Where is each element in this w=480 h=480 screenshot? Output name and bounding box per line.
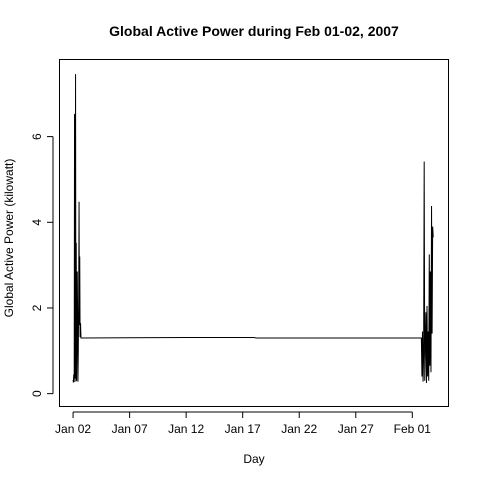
series-line bbox=[72, 74, 434, 383]
chart-title: Global Active Power during Feb 01-02, 20… bbox=[109, 23, 399, 39]
y-axis-label: Global Active Power (kilowatt) bbox=[2, 159, 16, 318]
y-tick-label: 4 bbox=[30, 219, 44, 226]
x-axis-label: Day bbox=[243, 452, 264, 466]
x-tick-label: Jan 12 bbox=[168, 422, 204, 436]
y-axis: 0 2 4 6 bbox=[30, 133, 54, 397]
x-tick-label: Jan 17 bbox=[225, 422, 261, 436]
x-tick-label: Jan 07 bbox=[112, 422, 148, 436]
y-tick-label: 0 bbox=[30, 390, 44, 397]
x-tick-label: Jan 22 bbox=[281, 422, 317, 436]
plot-frame bbox=[59, 59, 449, 407]
x-tick-label: Feb 01 bbox=[394, 422, 432, 436]
x-tick-label: Jan 27 bbox=[338, 422, 374, 436]
series-layer bbox=[72, 74, 434, 383]
y-tick-label: 6 bbox=[30, 133, 44, 140]
y-tick-label: 2 bbox=[30, 304, 44, 311]
x-axis: Jan 02 Jan 07 Jan 12 Jan 17 Jan 22 Jan 27 Feb … bbox=[55, 411, 432, 436]
x-tick-label: Jan 02 bbox=[55, 422, 91, 436]
